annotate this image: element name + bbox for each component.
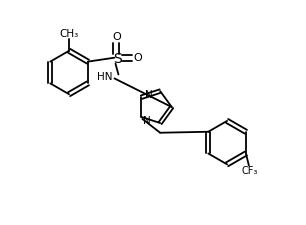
Text: CH₃: CH₃	[59, 29, 79, 39]
Text: CF₃: CF₃	[242, 166, 258, 176]
Text: N: N	[145, 90, 153, 100]
Text: N: N	[144, 116, 151, 126]
Text: O: O	[112, 32, 121, 42]
Text: HN: HN	[97, 72, 113, 82]
Text: O: O	[134, 53, 143, 63]
Text: S: S	[113, 52, 122, 66]
